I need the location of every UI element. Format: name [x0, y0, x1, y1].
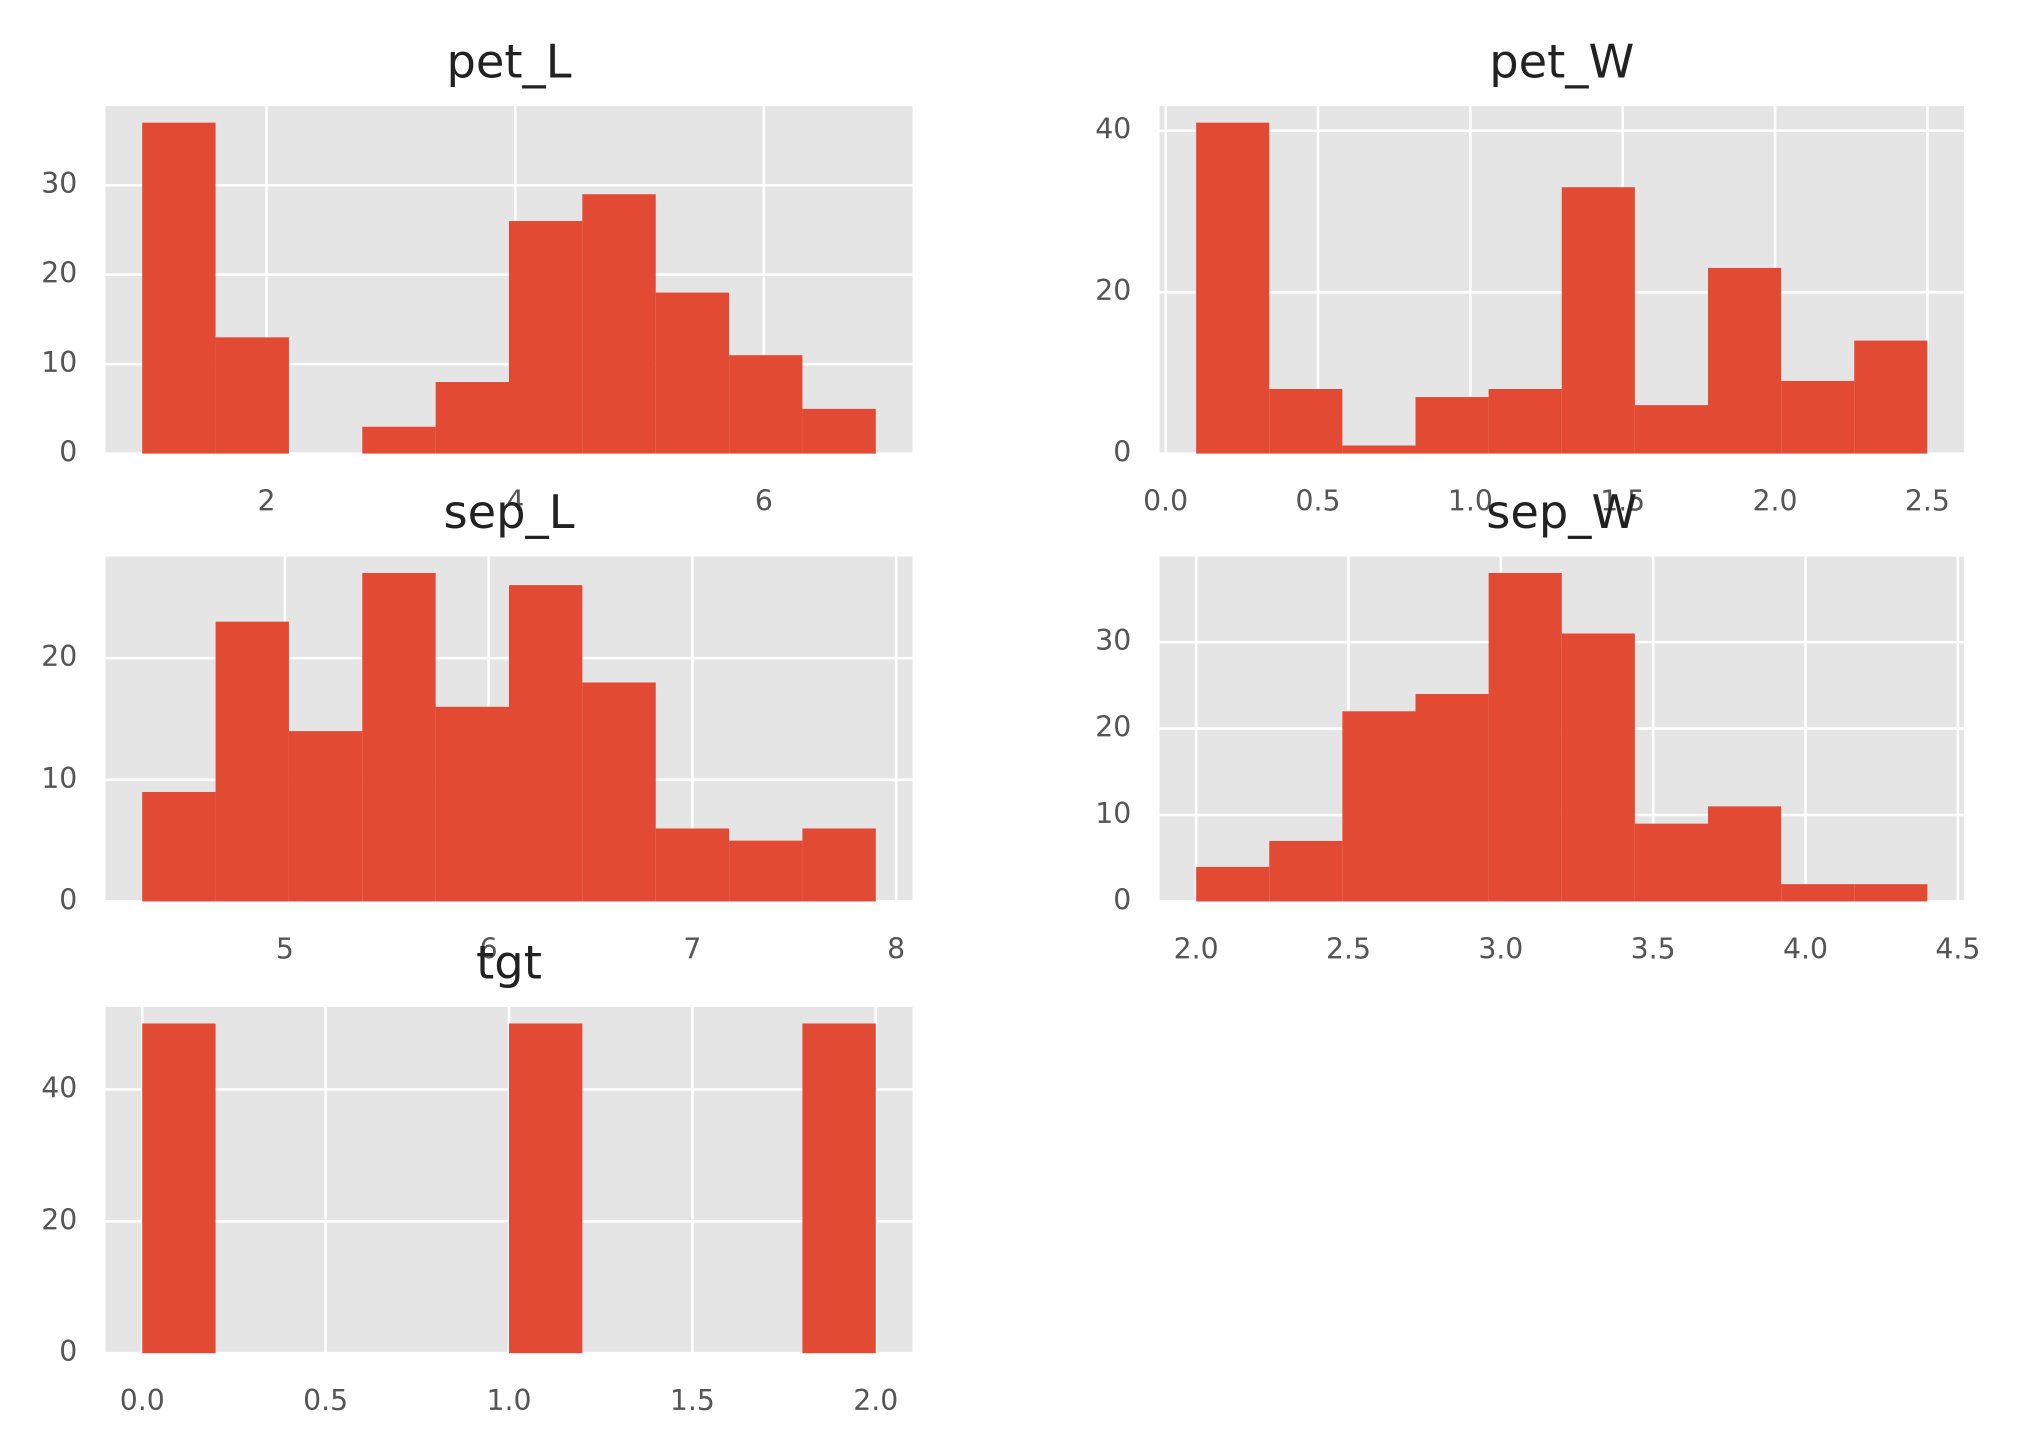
- bar: [1634, 405, 1709, 454]
- bar: [1488, 572, 1562, 902]
- x-tick-label: 2.0: [1753, 484, 1798, 517]
- x-tick-label: 6: [480, 932, 498, 965]
- bar: [582, 194, 656, 454]
- y-tick-label: 20: [1095, 711, 1131, 744]
- y-tick-label: 10: [41, 762, 77, 795]
- y-tick-label: 10: [41, 346, 77, 379]
- bar: [655, 292, 730, 454]
- bar: [142, 791, 216, 902]
- x-tick-label: 2.0: [853, 1384, 898, 1417]
- bar: [1854, 340, 1928, 454]
- bar: [802, 1023, 876, 1354]
- bar: [1781, 884, 1855, 902]
- bar: [509, 1023, 583, 1354]
- y-tick-label: 0: [59, 436, 77, 469]
- bar: [362, 572, 436, 902]
- y-tick-label: 20: [1095, 274, 1131, 307]
- subplot: 0.0 0.5 1.0 1.5 2.0 2.5 0 20 40 pet_W: [1095, 34, 1964, 517]
- bar: [1561, 187, 1635, 454]
- bar: [1415, 397, 1489, 454]
- y-tick-label: 10: [1095, 797, 1131, 830]
- y-tick-label: 40: [1095, 113, 1131, 146]
- x-tick-label: 2.5: [1326, 932, 1371, 965]
- x-tick-label: 3.0: [1478, 932, 1523, 965]
- subplot-title: pet_L: [446, 34, 571, 88]
- bar: [1269, 840, 1343, 902]
- y-tick-label: 20: [41, 257, 77, 290]
- subplot: 2 4 6 0 10 20 30 pet_L: [41, 34, 913, 517]
- bar: [509, 585, 583, 902]
- bar: [362, 426, 436, 454]
- bar: [802, 828, 876, 902]
- subplot: 2.0 2.5 3.0 3.5 4.0 4.5 0 10 20 30 sep_W: [1095, 485, 1980, 966]
- x-tick-label: 5: [276, 932, 294, 965]
- bar: [1781, 380, 1855, 454]
- y-tick-label: 0: [1113, 883, 1131, 916]
- y-tick-label: 30: [1095, 624, 1131, 657]
- subplot: 0.0 0.5 1.0 1.5 2.0 0 20 40 tgt: [41, 935, 913, 1417]
- bar: [509, 221, 583, 454]
- x-tick-label: 2.0: [1174, 932, 1219, 965]
- bar: [655, 828, 730, 902]
- bar: [435, 706, 510, 902]
- y-tick-label: 0: [59, 883, 77, 916]
- subplot-title: sep_W: [1486, 485, 1637, 539]
- bar: [729, 355, 803, 454]
- x-tick-label: 2.5: [1905, 484, 1950, 517]
- bar: [435, 382, 510, 454]
- y-tick-label: 0: [59, 1335, 77, 1368]
- bar: [1561, 633, 1635, 902]
- x-tick-label: 0.0: [1143, 484, 1188, 517]
- bar: [288, 731, 363, 902]
- bar: [1196, 866, 1270, 902]
- bar: [1708, 806, 1782, 902]
- x-tick-label: 0.5: [1296, 484, 1341, 517]
- subplot-title: pet_W: [1489, 34, 1634, 88]
- subplot-title: sep_L: [443, 485, 574, 539]
- bar: [1708, 267, 1782, 454]
- x-tick-label: 0.0: [120, 1384, 165, 1417]
- y-tick-label: 20: [41, 640, 77, 673]
- bar: [729, 840, 803, 902]
- subplot-title: tgt: [476, 935, 542, 989]
- x-tick-label: 1.5: [670, 1384, 715, 1417]
- x-tick-label: 4.0: [1783, 932, 1828, 965]
- x-tick-label: 7: [683, 932, 701, 965]
- bar: [1488, 389, 1562, 454]
- bar: [1854, 884, 1928, 902]
- x-tick-label: 1.5: [1600, 484, 1645, 517]
- x-tick-label: 8: [887, 932, 905, 965]
- bar: [142, 1023, 216, 1354]
- y-tick-label: 40: [41, 1071, 77, 1104]
- x-tick-label: 2: [258, 484, 276, 517]
- bar: [1342, 711, 1416, 902]
- y-tick-label: 0: [1113, 436, 1131, 469]
- bar: [1342, 445, 1416, 454]
- bar: [142, 122, 216, 454]
- bar: [1634, 823, 1709, 902]
- bar: [1269, 389, 1343, 454]
- bar: [215, 337, 289, 454]
- x-tick-label: 4.5: [1935, 932, 1980, 965]
- x-tick-label: 0.5: [303, 1384, 348, 1417]
- bar: [1196, 122, 1270, 454]
- x-tick-label: 6: [755, 484, 773, 517]
- bar: [582, 682, 656, 902]
- y-tick-label: 30: [41, 167, 77, 200]
- y-tick-label: 20: [41, 1203, 77, 1236]
- bar: [215, 621, 289, 902]
- x-tick-label: 1.0: [486, 1384, 531, 1417]
- x-tick-label: 3.5: [1631, 932, 1676, 965]
- x-tick-label: 1.0: [1448, 484, 1493, 517]
- bar: [1415, 693, 1489, 902]
- subplot: 5 6 7 8 0 10 20 sep_L: [41, 485, 913, 965]
- x-tick-label: 4: [506, 484, 524, 517]
- bar: [802, 408, 876, 454]
